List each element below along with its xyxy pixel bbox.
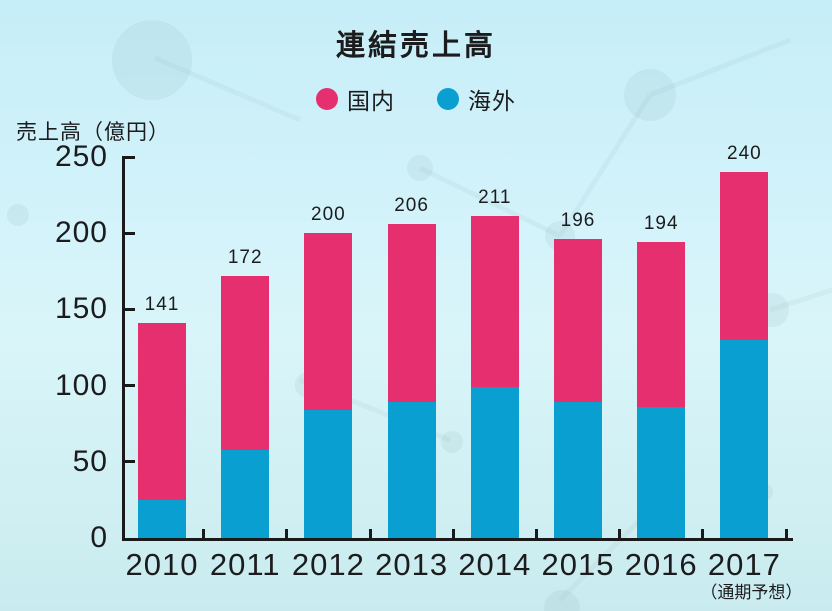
x-category-label-2016: 2016 xyxy=(624,547,698,582)
x-category-label-2014: 2014 xyxy=(458,547,532,582)
y-tick-mark-50 xyxy=(122,460,135,464)
x-category-label-2015: 2015 xyxy=(541,547,615,582)
x-tick-mark-4 xyxy=(534,529,538,538)
x-category-label-2012: 2012 xyxy=(291,547,365,582)
x-tick-mark-7 xyxy=(784,529,788,538)
bar-segment-domestic-2012 xyxy=(304,233,353,410)
bar-segment-domestic-2016 xyxy=(637,242,686,407)
legend-color-dot xyxy=(437,88,459,110)
legend-label: 国内 xyxy=(347,88,395,114)
x-tick-mark-0 xyxy=(202,529,206,538)
x-tick-mark-5 xyxy=(618,529,622,538)
y-tick-mark-150 xyxy=(122,307,135,311)
y-tick-label-250: 250 xyxy=(54,140,108,173)
bar-segment-overseas-2017 xyxy=(720,339,769,538)
bar-segment-domestic-2011 xyxy=(221,275,270,450)
legend-color-dot xyxy=(316,88,338,110)
bar-segment-overseas-2016 xyxy=(637,406,686,538)
y-tick-mark-250 xyxy=(122,155,135,159)
y-axis-unit-label: 売上高（億円） xyxy=(16,121,170,144)
bar-segment-overseas-2015 xyxy=(554,402,602,538)
x-tick-mark-1 xyxy=(285,529,289,538)
bar-segment-domestic-2013 xyxy=(387,224,436,403)
chart-legend: 国内 海外 xyxy=(0,82,832,116)
bar-segment-overseas-2014 xyxy=(470,387,519,538)
bar-total-label-2013: 206 xyxy=(394,195,429,217)
y-tick-mark-100 xyxy=(122,384,135,388)
y-tick-label-0: 0 xyxy=(90,521,108,554)
x-tick-mark-6 xyxy=(701,529,705,538)
bar-total-label-2012: 200 xyxy=(311,204,346,226)
x-category-label-2017: 2017 xyxy=(707,547,781,582)
bar-total-label-2014: 211 xyxy=(478,187,512,209)
y-tick-label-200: 200 xyxy=(54,216,108,250)
bar-segment-overseas-2013 xyxy=(387,402,436,538)
legend-item-0: 国内 xyxy=(316,82,395,116)
y-tick-label-50: 50 xyxy=(72,444,108,478)
y-tick-label-150: 150 xyxy=(54,292,108,326)
bar-segment-overseas-2011 xyxy=(221,449,270,538)
x-category-note: （通期予想） xyxy=(700,583,803,602)
chart-title: 連結売上高 xyxy=(335,30,496,62)
bar-total-label-2011: 172 xyxy=(227,246,263,268)
legend-label: 海外 xyxy=(468,88,516,114)
y-tick-label-100: 100 xyxy=(54,368,108,402)
x-tick-mark-2 xyxy=(368,529,372,538)
y-tick-mark-200 xyxy=(122,231,135,235)
bar-total-label-2017: 240 xyxy=(727,143,762,165)
bar-total-label-2015: 196 xyxy=(560,210,596,232)
bar-segment-domestic-2014 xyxy=(470,216,519,388)
bar-segment-overseas-2010 xyxy=(138,499,186,538)
bar-segment-domestic-2017 xyxy=(720,172,769,340)
x-tick-mark-3 xyxy=(451,529,455,538)
bar-total-label-2010: 141 xyxy=(144,294,180,316)
x-category-label-2011: 2011 xyxy=(209,547,281,582)
plot-axes xyxy=(122,157,793,541)
bar-segment-overseas-2012 xyxy=(304,409,353,538)
x-category-label-2013: 2013 xyxy=(375,547,449,582)
legend-item-1: 海外 xyxy=(437,82,516,116)
x-category-label-2010: 2010 xyxy=(125,547,199,582)
bar-segment-domestic-2015 xyxy=(554,239,602,403)
bar-segment-domestic-2010 xyxy=(138,323,186,500)
bar-total-label-2016: 194 xyxy=(643,213,679,235)
